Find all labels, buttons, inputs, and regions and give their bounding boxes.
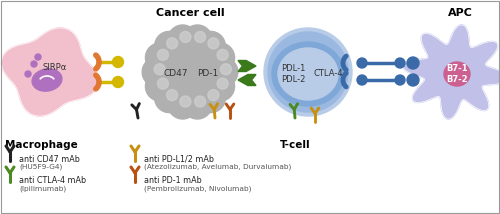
Circle shape (217, 49, 228, 60)
Circle shape (166, 90, 177, 101)
Circle shape (180, 96, 191, 107)
Circle shape (208, 90, 219, 101)
Polygon shape (403, 25, 500, 119)
Circle shape (112, 76, 124, 88)
Ellipse shape (278, 48, 338, 100)
Text: anti CD47 mAb: anti CD47 mAb (19, 155, 80, 164)
Circle shape (25, 71, 31, 77)
Circle shape (205, 72, 234, 101)
Circle shape (264, 28, 352, 116)
Circle shape (168, 90, 198, 119)
Circle shape (407, 57, 419, 69)
Circle shape (182, 90, 212, 119)
Circle shape (154, 64, 165, 75)
Circle shape (154, 83, 184, 113)
Circle shape (196, 83, 226, 113)
Circle shape (168, 25, 198, 54)
Circle shape (407, 74, 419, 86)
Text: T-cell: T-cell (280, 140, 310, 150)
Circle shape (268, 32, 348, 112)
Circle shape (146, 72, 175, 101)
Circle shape (180, 31, 191, 42)
Circle shape (208, 57, 238, 87)
Circle shape (182, 25, 212, 54)
Text: (Ipilimumab): (Ipilimumab) (19, 185, 66, 192)
Text: anti CTLA-4 mAb: anti CTLA-4 mAb (19, 176, 86, 185)
Circle shape (196, 31, 226, 61)
Polygon shape (2, 28, 98, 116)
Circle shape (154, 31, 184, 61)
Circle shape (194, 31, 205, 42)
Polygon shape (238, 74, 256, 86)
Text: SIRPα: SIRPα (43, 62, 67, 71)
Text: Macrophage: Macrophage (5, 140, 78, 150)
Text: anti PD-L1/2 mAb: anti PD-L1/2 mAb (144, 155, 214, 164)
Circle shape (112, 56, 124, 67)
Ellipse shape (32, 69, 62, 91)
Circle shape (208, 38, 219, 49)
Circle shape (194, 96, 205, 107)
Circle shape (205, 43, 234, 72)
Circle shape (166, 38, 177, 49)
Circle shape (158, 78, 168, 89)
Text: PD-1: PD-1 (198, 70, 218, 79)
Polygon shape (238, 61, 256, 71)
Text: APC: APC (448, 8, 472, 18)
Text: CD47: CD47 (164, 70, 188, 79)
Text: PDL-1
PDL-2: PDL-1 PDL-2 (281, 64, 305, 84)
Text: (Atezolizumab, Avelumab, Durvalumab): (Atezolizumab, Avelumab, Durvalumab) (144, 164, 292, 171)
Text: Cancer cell: Cancer cell (156, 8, 224, 18)
Circle shape (217, 78, 228, 89)
Text: anti PD-1 mAb: anti PD-1 mAb (144, 176, 202, 185)
Circle shape (395, 75, 405, 85)
Circle shape (146, 43, 175, 72)
Circle shape (357, 58, 367, 68)
Text: CTLA-4: CTLA-4 (313, 70, 343, 79)
Circle shape (357, 75, 367, 85)
Ellipse shape (444, 62, 470, 86)
Ellipse shape (272, 42, 344, 106)
Text: (HU5F9-G4): (HU5F9-G4) (19, 164, 62, 171)
Circle shape (158, 40, 222, 104)
Circle shape (158, 49, 168, 60)
Circle shape (35, 54, 41, 60)
Circle shape (31, 61, 37, 67)
Circle shape (220, 64, 232, 75)
Text: (Pembrolizumab, Nivolumab): (Pembrolizumab, Nivolumab) (144, 185, 252, 192)
Circle shape (142, 57, 172, 87)
Text: B7-1
B7-2: B7-1 B7-2 (446, 64, 468, 84)
Circle shape (395, 58, 405, 68)
